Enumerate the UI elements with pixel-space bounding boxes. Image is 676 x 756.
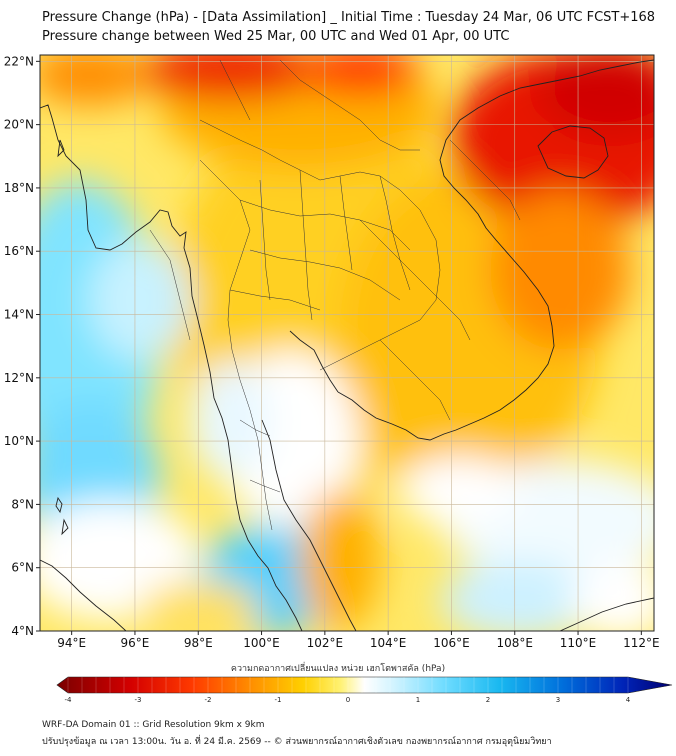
lat-tick-label: 8°N [11, 497, 34, 511]
lat-tick-label: 10°N [4, 434, 34, 448]
lon-tick-label: 112°E [623, 636, 660, 650]
footer-model-info: WRF-DA Domain 01 :: Grid Resolution 9km … [42, 720, 265, 730]
lon-tick-label: 100°E [243, 636, 280, 650]
lat-tick-label: 16°N [4, 244, 34, 258]
map-title: Pressure Change (hPa) - [Data Assimilati… [42, 10, 656, 25]
coastlines [40, 59, 654, 631]
colorbar-tick-label: -1 [275, 696, 282, 704]
lon-tick-label: 102°E [307, 636, 344, 650]
lat-tick-label: 14°N [4, 308, 34, 322]
lon-tick-label: 104°E [370, 636, 407, 650]
lat-tick-label: 22°N [4, 54, 34, 68]
lat-tick-label: 4°N [11, 624, 34, 638]
lat-tick-label: 20°N [4, 118, 34, 132]
longitude-axis: 94°E 96°E 98°E 100°E 102°E 104°E 106°E 108°E 110… [57, 631, 660, 650]
lon-tick-label: 108°E [496, 636, 533, 650]
grid-lines [40, 55, 654, 631]
colorbar-tick-label: -3 [135, 696, 142, 704]
lon-tick-label: 94°E [57, 636, 86, 650]
colorbar-tick-label: 3 [556, 696, 560, 704]
map-frame [39, 54, 655, 632]
lon-tick-label: 98°E [184, 636, 213, 650]
latitude-axis: 22°N 20°N 18°N 16°N 14°N 12°N 10°N 8°N 6°N 4°N [4, 54, 40, 638]
lon-tick-label: 96°E [121, 636, 150, 650]
colorbar: -4 -3 -2 -1 0 1 2 3 4 [56, 676, 673, 704]
colorbar-tick-label: -2 [205, 696, 212, 704]
colorbar-tick-label: -4 [65, 696, 73, 704]
province-borders [149, 59, 521, 531]
colorbar-tick-label: 2 [486, 696, 490, 704]
colorbar-segments [67, 677, 629, 693]
colorbar-tick-label: 1 [416, 696, 420, 704]
lat-tick-label: 6°N [11, 561, 34, 575]
colorbar-tick-label: 4 [626, 696, 631, 704]
pressure-field [40, 55, 654, 631]
lat-tick-label: 18°N [4, 181, 34, 195]
colorbar-tick-label: 0 [346, 696, 350, 704]
lon-tick-label: 110°E [560, 636, 597, 650]
footer-update-info: ปรับปรุงข้อมูล ณ เวลา 13:00น. วัน อ. ที่… [42, 737, 552, 747]
colorbar-ticks: -4 -3 -2 -1 0 1 2 3 4 [65, 696, 631, 704]
colorbar-title: ความกดอากาศเปลี่ยนแปลง หน่วย เฮกโตพาสคัล… [230, 664, 446, 674]
lon-tick-label: 106°E [433, 636, 470, 650]
lat-tick-label: 12°N [4, 371, 34, 385]
colorbar-strip [56, 676, 673, 694]
map-subtitle: Pressure change between Wed 25 Mar, 00 U… [42, 29, 510, 44]
